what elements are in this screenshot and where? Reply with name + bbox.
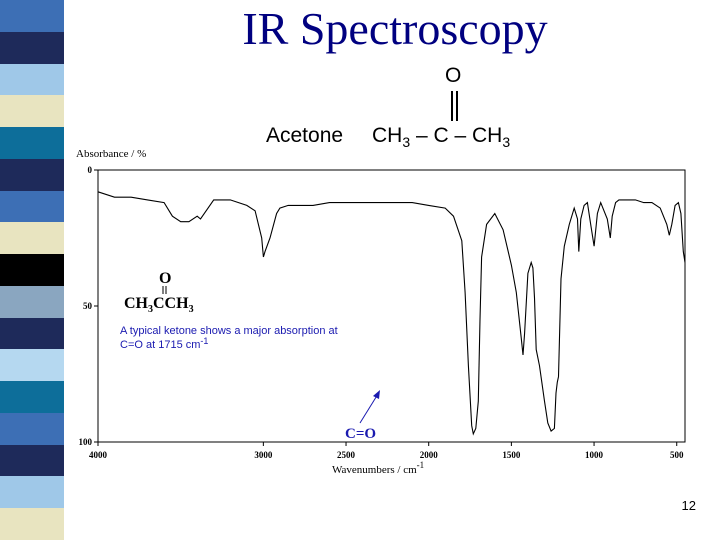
y-tick-label: 100 [79, 437, 93, 447]
annotation-arrow-head [373, 390, 380, 399]
x-tick-label: 500 [670, 450, 684, 460]
x-axis-label: Wavenumbers / cm-1 [332, 460, 424, 476]
strip-square [0, 254, 64, 287]
strip-square [0, 412, 64, 446]
strip-square [0, 349, 64, 382]
annotation-arrow-shaft [359, 393, 379, 424]
y-axis-ticks: 0 50 100 [79, 165, 98, 447]
structure-formula: CH3CCH3 [124, 295, 194, 315]
ketone-note: A typical ketone shows a major absorptio… [120, 325, 338, 351]
strip-square [0, 95, 64, 128]
spectrum-line [97, 191, 686, 436]
ketone-note-line1: A typical ketone shows a major absorptio… [120, 325, 338, 337]
y-tick-label: 50 [83, 301, 93, 311]
x-tick-label: 2000 [420, 450, 439, 460]
structure-oxygen: O [159, 270, 171, 287]
slide-title: IR Spectroscopy [242, 3, 548, 54]
strip-square [0, 285, 64, 319]
x-tick-label: 1000 [585, 450, 604, 460]
strip-square [0, 381, 64, 414]
decorative-side-strip [0, 0, 64, 540]
acetone-structure-annotation: O CH3CCH3 [124, 270, 194, 315]
strip-square [0, 444, 64, 477]
x-axis-ticks: 4000 3000 2500 2000 1500 1000 500 [89, 442, 684, 460]
molecule-name: Acetone [266, 124, 344, 147]
x-tick-label: 2500 [337, 450, 356, 460]
double-bond-line [456, 91, 458, 121]
slide-number: 12 [681, 498, 696, 513]
y-tick-label: 0 [88, 165, 93, 175]
strip-square [0, 317, 64, 350]
y-axis-label: Absorbance / % [76, 148, 146, 160]
carbonyl-oxygen: O [445, 64, 462, 87]
strip-square [0, 508, 64, 540]
strip-square [0, 31, 64, 64]
strip-square [0, 476, 64, 509]
strip-square [0, 0, 64, 33]
x-tick-label: 3000 [254, 450, 273, 460]
x-tick-label: 1500 [502, 450, 520, 460]
double-bond-line [451, 91, 453, 121]
carbonyl-label: C=O [345, 426, 376, 442]
strip-square [0, 190, 64, 223]
x-tick-label: 4000 [89, 450, 108, 460]
ir-spectrum-chart: Absorbance / % 4000 3000 2500 2000 1500 1000 5… [76, 148, 686, 476]
strip-square [0, 63, 64, 96]
strip-square [0, 222, 64, 255]
carbonyl-arrow-annotation: C=O [345, 390, 380, 442]
ketone-note-line2: C=O at 1715 cm-1 [120, 336, 208, 351]
strip-square [0, 127, 64, 160]
strip-square [0, 158, 64, 192]
molecule-formula: CH3 – C – CH3 [372, 124, 511, 151]
